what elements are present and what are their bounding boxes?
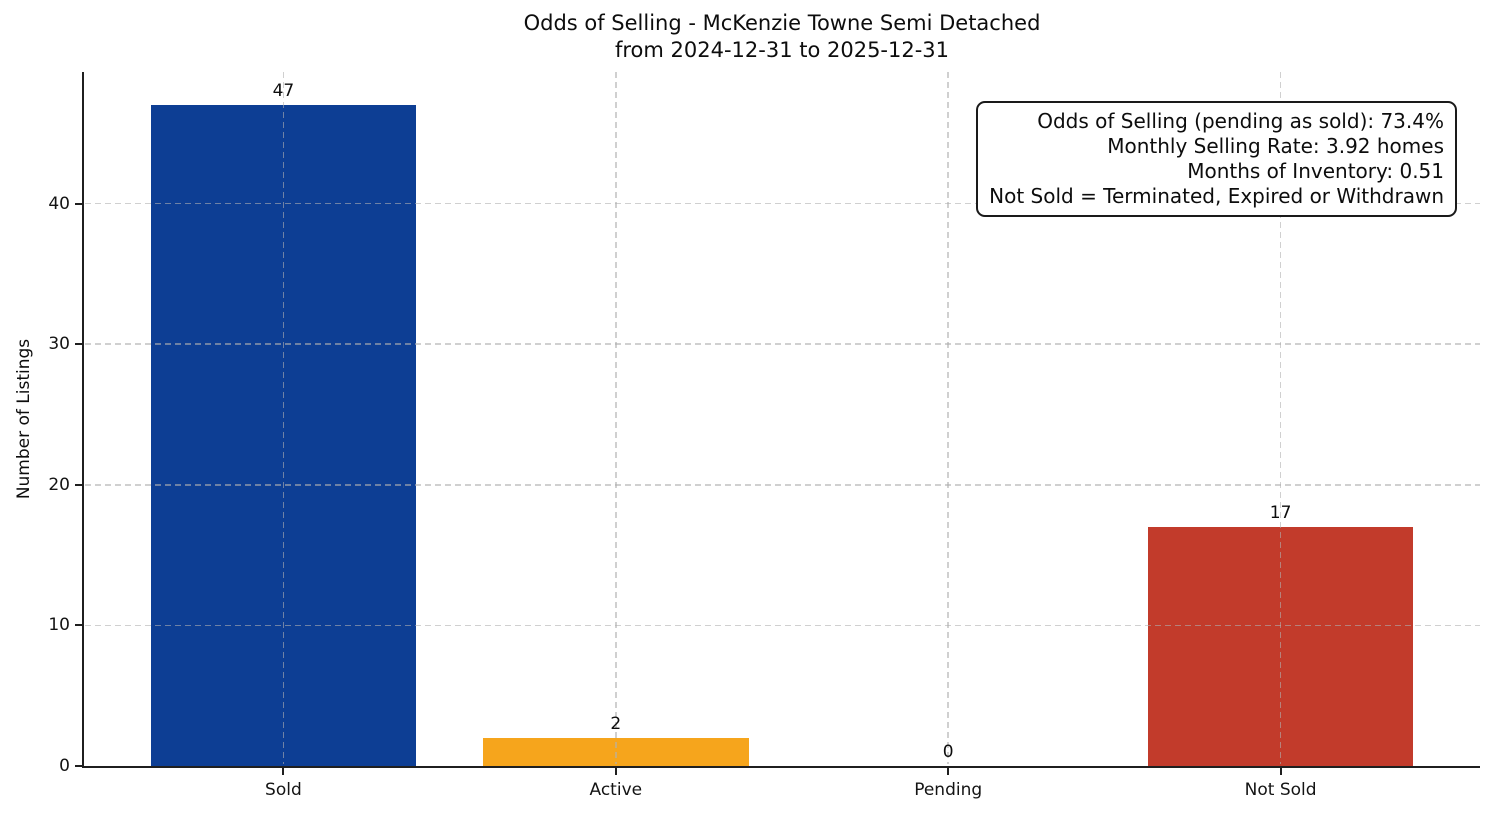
chart-title-line-1: Odds of Selling - McKenzie Towne Semi De… xyxy=(523,11,1041,35)
x-tick-sold xyxy=(282,768,285,775)
h-gridline-30 xyxy=(85,343,1480,345)
chart-title-line-2: from 2024-12-31 to 2025-12-31 xyxy=(614,38,950,62)
bar-value-label-active: 2 xyxy=(610,713,622,734)
bar-value-label-sold: 47 xyxy=(272,81,295,101)
x-axis-spine xyxy=(82,766,1480,768)
v-gridline-active xyxy=(615,72,617,764)
bar-value-label-pending: 0 xyxy=(942,742,954,762)
y-tick-10 xyxy=(75,624,82,627)
y-tick-30 xyxy=(75,343,82,346)
x-tick-active xyxy=(614,768,617,775)
annotation-not-sold-definition: Not Sold = Terminated, Expired or Withdr… xyxy=(989,184,1444,208)
y-tick-0 xyxy=(75,765,82,767)
chart-title: Odds of Selling - McKenzie Towne Semi De… xyxy=(84,10,1480,64)
y-tick-label-30: 30 xyxy=(48,334,70,355)
annotation-odds-of-selling: Odds of Selling (pending as sold): 73.4% xyxy=(1037,109,1444,133)
x-tick-label-active: Active xyxy=(589,780,643,800)
y-axis-spine xyxy=(82,72,84,768)
y-tick-label-0: 0 xyxy=(59,756,70,776)
x-tick-pending xyxy=(947,768,950,775)
x-tick-label-sold: Sold xyxy=(265,780,302,800)
bar-value-label-not-sold: 17 xyxy=(1269,502,1292,523)
annotation-months-of-inventory: Months of Inventory: 0.51 xyxy=(1187,159,1444,183)
y-tick-40 xyxy=(75,202,82,205)
v-gridline-sold xyxy=(282,72,285,764)
v-gridline-not-sold xyxy=(1279,72,1282,764)
x-tick-label-pending: Pending xyxy=(914,780,983,800)
h-gridline-40 xyxy=(85,202,1480,205)
y-tick-20 xyxy=(75,483,82,486)
v-gridline-pending xyxy=(947,72,949,764)
y-tick-label-10: 10 xyxy=(48,615,70,636)
annotation-monthly-selling-rate: Monthly Selling Rate: 3.92 homes xyxy=(1107,134,1444,158)
stats-annotation-box: Odds of Selling (pending as sold): 73.4%… xyxy=(976,101,1457,217)
h-gridline-10 xyxy=(85,624,1480,627)
x-tick-not-sold xyxy=(1279,768,1282,775)
h-gridline-20 xyxy=(85,484,1480,486)
y-tick-label-40: 40 xyxy=(48,193,70,214)
x-tick-label-not-sold: Not Sold xyxy=(1244,780,1317,800)
y-tick-label-20: 20 xyxy=(48,474,70,495)
